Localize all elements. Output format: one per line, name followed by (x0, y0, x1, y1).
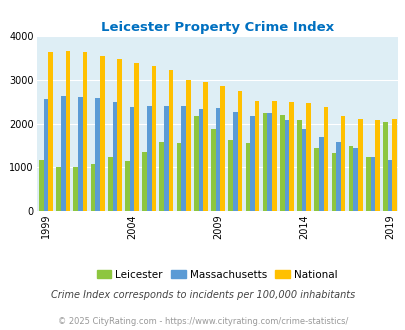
Bar (39, 160, 44, 211)
Bar (365, 156, 370, 211)
Bar (134, 63, 139, 211)
Bar (340, 116, 345, 211)
Text: © 2025 CityRating.com - https://www.cityrating.com/crime-statistics/: © 2025 CityRating.com - https://www.city… (58, 317, 347, 326)
Title: Leicester Property Crime Index: Leicester Property Crime Index (100, 21, 333, 34)
Bar (56, 167, 61, 211)
Bar (370, 156, 374, 211)
Bar (61, 96, 65, 211)
Bar (159, 142, 164, 211)
Bar (284, 120, 288, 211)
Bar (176, 144, 181, 211)
Bar (125, 161, 129, 211)
Bar (83, 52, 87, 211)
Bar (387, 160, 392, 211)
Bar (331, 153, 335, 211)
Bar (382, 122, 387, 211)
Bar (267, 113, 271, 211)
Bar (232, 112, 237, 211)
Bar (254, 101, 259, 211)
Bar (181, 106, 185, 211)
Bar (117, 59, 121, 211)
Bar (215, 109, 220, 211)
Bar (147, 106, 151, 211)
Bar (262, 113, 267, 211)
Bar (168, 70, 173, 211)
Bar (288, 102, 293, 211)
Bar (65, 51, 70, 211)
Bar (271, 101, 276, 211)
Bar (357, 119, 362, 211)
Bar (245, 143, 249, 211)
Bar (44, 99, 48, 211)
Bar (296, 120, 301, 211)
Bar (78, 97, 83, 211)
Bar (392, 119, 396, 211)
Bar (228, 140, 232, 211)
Bar (185, 80, 190, 211)
Bar (301, 129, 306, 211)
Bar (142, 152, 147, 211)
Bar (164, 106, 168, 211)
Bar (129, 107, 134, 211)
Bar (202, 82, 207, 211)
Bar (348, 147, 352, 211)
Bar (318, 137, 323, 211)
Bar (306, 103, 310, 211)
Bar (211, 129, 215, 211)
Bar (323, 107, 328, 211)
Bar (90, 164, 95, 211)
Bar (198, 109, 202, 211)
Bar (73, 168, 78, 211)
Bar (237, 90, 242, 211)
Bar (220, 86, 224, 211)
Bar (352, 148, 357, 211)
Bar (249, 116, 254, 211)
Bar (279, 115, 284, 211)
Bar (151, 66, 156, 211)
Bar (100, 56, 104, 211)
Bar (95, 98, 100, 211)
Legend: Leicester, Massachusetts, National: Leicester, Massachusetts, National (92, 265, 341, 284)
Bar (194, 116, 198, 211)
Bar (108, 157, 112, 211)
Bar (374, 120, 379, 211)
Bar (112, 102, 117, 211)
Bar (313, 148, 318, 211)
Text: Crime Index corresponds to incidents per 100,000 inhabitants: Crime Index corresponds to incidents per… (51, 290, 354, 300)
Bar (48, 52, 53, 211)
Bar (335, 142, 340, 211)
